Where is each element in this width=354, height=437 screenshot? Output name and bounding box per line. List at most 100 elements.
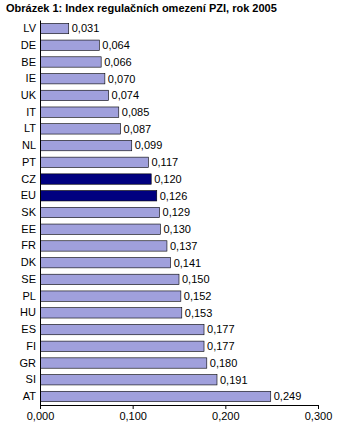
bar bbox=[40, 23, 69, 33]
data-label: 0,191 bbox=[220, 374, 248, 386]
bar bbox=[40, 341, 204, 351]
data-label: 0,085 bbox=[122, 106, 150, 118]
bar bbox=[40, 391, 271, 401]
y-tick-label: IE bbox=[26, 72, 36, 84]
y-tick-label: LT bbox=[24, 122, 36, 134]
data-labels: 0,0310,0640,0660,0700,0740,0850,0870,099… bbox=[72, 22, 302, 402]
data-label: 0,129 bbox=[163, 206, 191, 218]
plot: 0,0310,0640,0660,0700,0740,0850,0870,099… bbox=[20, 21, 333, 422]
y-tick: LT bbox=[24, 122, 40, 134]
y-tick: GR bbox=[20, 357, 41, 369]
y-tick: PL bbox=[23, 290, 40, 302]
y-tick-label: CZ bbox=[21, 173, 36, 185]
data-label: 0,152 bbox=[184, 290, 212, 302]
x-axis-line bbox=[41, 406, 319, 410]
y-tick: CZ bbox=[21, 173, 40, 185]
bar bbox=[40, 124, 121, 134]
data-label: 0,137 bbox=[170, 240, 198, 252]
x-tick-line bbox=[225, 405, 226, 409]
data-label: 0,074 bbox=[112, 89, 140, 101]
y-tick-label: HU bbox=[20, 306, 36, 318]
bar bbox=[40, 375, 217, 385]
bar bbox=[40, 291, 181, 301]
data-label: 0,180 bbox=[210, 357, 238, 369]
bar bbox=[40, 107, 119, 117]
data-label: 0,120 bbox=[154, 173, 182, 185]
bar bbox=[40, 308, 182, 318]
data-label: 0,087 bbox=[124, 123, 152, 135]
y-tick: EE bbox=[21, 223, 40, 235]
x-tick: 0,300 bbox=[305, 405, 333, 422]
bars bbox=[40, 23, 271, 401]
data-label: 0,249 bbox=[274, 390, 302, 402]
y-tick-label: EU bbox=[21, 189, 36, 201]
chart: Obrázek 1: Index regulačních omezení PZI… bbox=[0, 0, 354, 437]
y-tick-label: BE bbox=[21, 55, 36, 67]
data-label: 0,177 bbox=[207, 323, 235, 335]
y-tick: AT bbox=[23, 390, 40, 402]
y-tick-label: UK bbox=[21, 89, 37, 101]
y-tick: SE bbox=[21, 273, 40, 285]
data-label: 0,031 bbox=[72, 22, 100, 34]
x-tick-label: 0,100 bbox=[119, 410, 147, 422]
data-label: 0,117 bbox=[151, 156, 178, 168]
y-tick: BE bbox=[21, 55, 40, 67]
y-tick-label: SE bbox=[21, 273, 36, 285]
bar bbox=[40, 224, 160, 234]
x-tick-label: 0,000 bbox=[27, 410, 55, 422]
data-label: 0,064 bbox=[102, 39, 130, 51]
y-tick: DK bbox=[21, 256, 40, 268]
bar bbox=[40, 174, 151, 184]
y-tick-label: FI bbox=[26, 340, 36, 352]
bar bbox=[40, 191, 157, 201]
bar bbox=[40, 241, 167, 251]
y-tick: UK bbox=[21, 89, 40, 101]
bar bbox=[40, 57, 101, 67]
y-tick: DE bbox=[21, 39, 40, 51]
y-tick: NL bbox=[22, 139, 40, 151]
data-label: 0,130 bbox=[163, 223, 191, 235]
y-tick: EU bbox=[21, 189, 40, 201]
data-label: 0,099 bbox=[135, 139, 163, 151]
x-tick: 0,100 bbox=[119, 405, 147, 422]
x-tick: 0,200 bbox=[212, 405, 240, 422]
y-tick-label: IT bbox=[26, 106, 36, 118]
y-axis: LV DE BE IE UK IT LT NL PT CZ EU SK EE FR DK SE PL HU ES FI… bbox=[20, 21, 41, 406]
y-tick-label: DK bbox=[21, 256, 37, 268]
y-tick-label: PT bbox=[22, 156, 36, 168]
x-axis: 0,000 0,100 0,200 0,300 bbox=[27, 405, 333, 422]
y-tick-label: LV bbox=[23, 22, 36, 34]
y-tick: IE bbox=[26, 72, 40, 84]
y-axis-line bbox=[40, 21, 41, 406]
bar bbox=[40, 140, 132, 150]
y-tick-label: EE bbox=[21, 223, 36, 235]
y-tick-label: DE bbox=[21, 39, 36, 51]
bar bbox=[40, 207, 160, 217]
y-tick: IT bbox=[26, 106, 40, 118]
bar bbox=[40, 90, 109, 100]
bar bbox=[40, 358, 207, 368]
y-tick-label: SK bbox=[21, 206, 36, 218]
bar bbox=[40, 324, 204, 334]
bar bbox=[40, 157, 148, 167]
y-tick-label: AT bbox=[23, 390, 37, 402]
y-tick: LV bbox=[23, 22, 40, 34]
x-tick: 0,000 bbox=[27, 405, 55, 422]
data-label: 0,070 bbox=[108, 73, 136, 85]
y-tick: ES bbox=[21, 323, 40, 335]
bar bbox=[40, 257, 171, 267]
data-label: 0,126 bbox=[160, 190, 188, 202]
y-tick: HU bbox=[20, 306, 40, 318]
x-tick-line bbox=[133, 405, 134, 409]
y-tick-label: GR bbox=[20, 357, 37, 369]
bar bbox=[40, 274, 179, 284]
data-label: 0,141 bbox=[174, 257, 202, 269]
bar bbox=[40, 74, 105, 84]
data-label: 0,177 bbox=[207, 340, 235, 352]
y-tick-label: PL bbox=[23, 290, 36, 302]
data-label: 0,153 bbox=[185, 307, 213, 319]
data-label: 0,150 bbox=[182, 273, 210, 285]
y-tick: FR bbox=[21, 239, 40, 251]
y-tick: SI bbox=[26, 373, 40, 385]
y-tick-label: ES bbox=[21, 323, 36, 335]
